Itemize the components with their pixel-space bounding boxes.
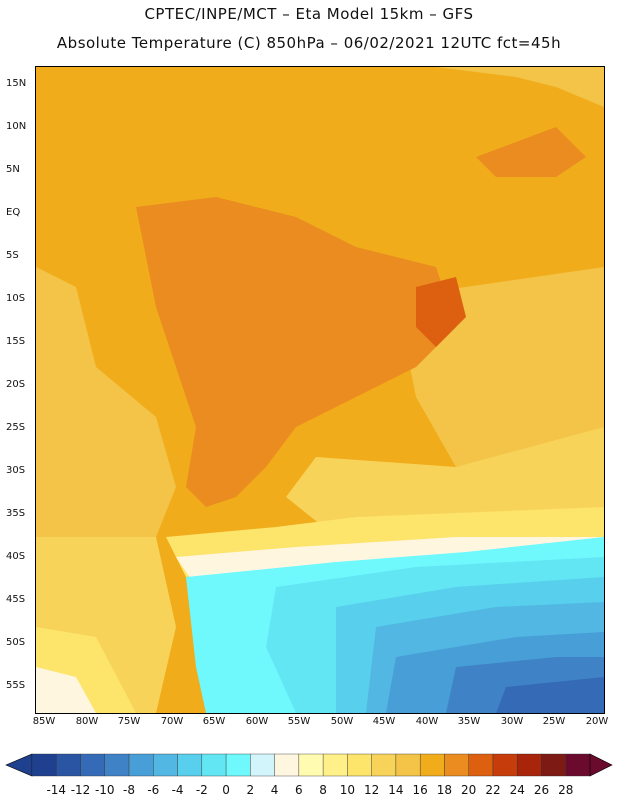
colorbar-swatch <box>225 753 251 777</box>
colorbar-swatch <box>250 753 275 777</box>
colorbar-swatch <box>201 753 227 777</box>
lon-label: 70W <box>160 716 184 727</box>
colorbar-label: -12 <box>70 783 91 797</box>
lat-label: 25S <box>6 422 26 433</box>
lon-label: 25W <box>542 716 566 727</box>
lat-label: 10S <box>6 293 26 304</box>
lat-label: 5S <box>6 250 19 261</box>
colorbar-label: 16 <box>412 783 428 797</box>
colorbar-label: 20 <box>461 783 477 797</box>
colorbar-swatch <box>444 753 469 777</box>
lon-label: 85W <box>32 716 56 727</box>
colorbar-label: 24 <box>509 783 525 797</box>
colorbar-label: -4 <box>171 783 184 797</box>
lat-label: 15N <box>6 78 27 89</box>
colorbar-label: 28 <box>558 783 574 797</box>
lon-label: 65W <box>202 716 226 727</box>
chart-title-line1: CPTEC/INPE/MCT – Eta Model 15km – GFS <box>144 5 474 23</box>
lat-label: 55S <box>6 680 26 691</box>
colorbar-arrow-left <box>5 753 33 777</box>
colorbar-swatch <box>104 753 130 777</box>
lon-label: 30W <box>500 716 524 727</box>
colorbar-label: 10 <box>339 783 356 797</box>
temperature-map <box>35 66 605 714</box>
colorbar-label: -10 <box>94 783 115 797</box>
lon-label: 55W <box>287 716 311 727</box>
colorbar-label: 22 <box>485 783 501 797</box>
colorbar-swatch <box>298 753 324 777</box>
colorbar-label: 12 <box>364 783 380 797</box>
colorbar-label: 2 <box>246 783 255 797</box>
colorbar-swatch <box>347 753 372 777</box>
colorbar-label: -2 <box>195 783 208 797</box>
colorbar-swatch <box>565 753 591 777</box>
colorbar-label: 8 <box>319 783 327 797</box>
colorbar-label: 18 <box>436 783 453 797</box>
lat-label: 45S <box>6 594 26 605</box>
lat-label: 15S <box>6 336 26 347</box>
colorbar-label: -8 <box>123 783 136 797</box>
colorbar-swatch <box>128 753 154 777</box>
lat-label: 5N <box>6 164 20 175</box>
colorbar-swatch <box>468 753 494 777</box>
lat-label: 20S <box>6 379 26 390</box>
colorbar-swatch <box>371 753 397 777</box>
lon-label: 40W <box>415 716 439 727</box>
colorbar <box>5 753 613 777</box>
lon-label: 35W <box>457 716 481 727</box>
temperature-field <box>36 67 604 713</box>
lon-label: 50W <box>330 716 354 727</box>
lat-label: 40S <box>6 551 26 562</box>
colorbar-swatch <box>153 753 178 777</box>
lon-label: 80W <box>75 716 99 727</box>
colorbar-swatch <box>177 753 203 777</box>
lat-label: 30S <box>6 465 26 476</box>
colorbar-label: -6 <box>147 783 160 797</box>
colorbar-swatch <box>274 753 300 777</box>
lon-label: 75W <box>117 716 141 727</box>
colorbar-label: 26 <box>533 783 550 797</box>
colorbar-swatch <box>56 753 81 777</box>
colorbar-swatch <box>31 753 57 777</box>
chart-title-line2: Absolute Temperature (C) 850hPa – 06/02/… <box>56 34 562 52</box>
colorbar-swatch <box>541 753 566 777</box>
colorbar-label: -14 <box>46 783 67 797</box>
colorbar-swatch <box>395 753 421 777</box>
colorbar-label: 14 <box>388 783 404 797</box>
colorbar-arrow-right <box>589 753 613 777</box>
lon-label: 60W <box>245 716 269 727</box>
lat-label: EQ <box>6 207 21 218</box>
lat-label: 35S <box>6 508 26 519</box>
colorbar-swatch <box>492 753 518 777</box>
colorbar-label: 6 <box>295 783 303 797</box>
colorbar-swatch <box>517 753 542 777</box>
colorbar-swatch <box>322 753 348 777</box>
colorbar-swatch <box>419 753 445 777</box>
lat-label: 50S <box>6 637 26 648</box>
colorbar-swatch <box>80 753 105 777</box>
lon-label: 20W <box>585 716 609 727</box>
lon-label: 45W <box>372 716 396 727</box>
colorbar-label: 0 <box>222 783 230 797</box>
lat-label: 10N <box>6 121 27 132</box>
colorbar-label: 4 <box>270 783 279 797</box>
